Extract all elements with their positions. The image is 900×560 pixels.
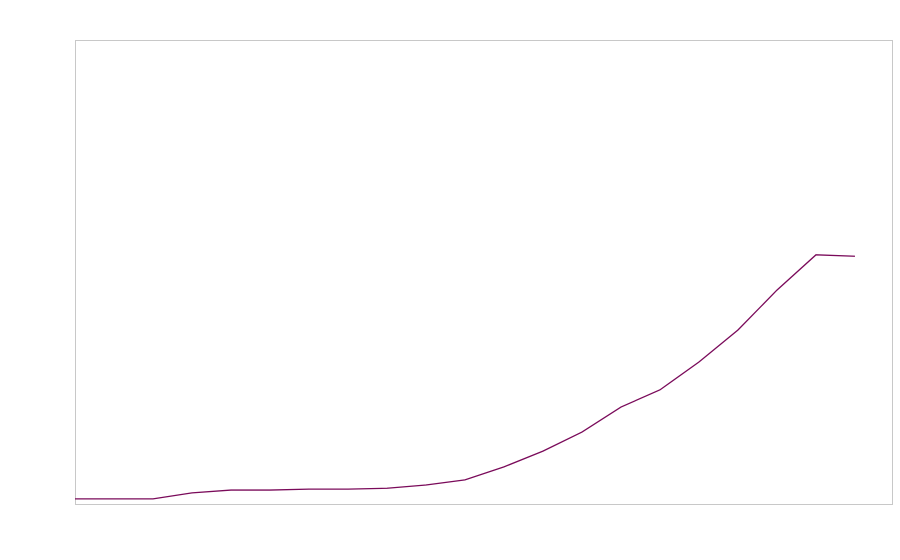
data-line bbox=[75, 254, 855, 500]
plot-area bbox=[75, 40, 893, 505]
